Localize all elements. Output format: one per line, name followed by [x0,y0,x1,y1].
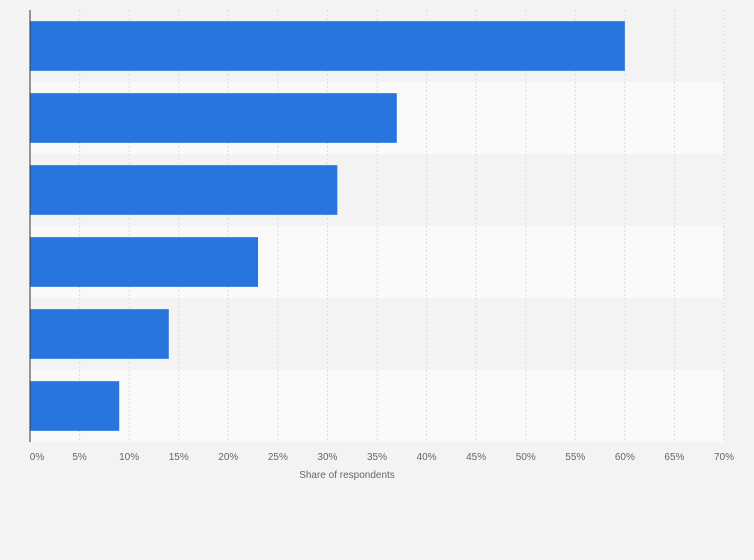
bar [30,381,120,431]
bar [30,309,169,359]
x-tick-labels: 0% 5% 10% 15% 20% 25% 30% 35% 40% 45% 50% 55% 60% 65%… [30,452,734,463]
x-tick-label: 30% [317,452,337,463]
bars [30,21,625,431]
bar [30,165,338,215]
x-tick-label: 55% [565,452,585,463]
x-tick-label: 10% [119,452,139,463]
x-tick-label: 45% [466,452,486,463]
x-tick-label: 50% [516,452,536,463]
x-tick-label: 15% [169,452,189,463]
x-tick-label: 25% [268,452,288,463]
x-tick-label: 20% [218,452,238,463]
x-tick-label: 40% [417,452,437,463]
gridlines [79,10,725,442]
x-tick-label: 70% [714,452,734,463]
x-tick-label: 35% [367,452,387,463]
x-axis-title: Share of respondents [299,470,395,481]
x-tick-label: 5% [72,452,87,463]
x-tick-label: 65% [664,452,684,463]
x-tick-label: 0% [30,452,45,463]
bar [30,21,625,71]
bar [30,93,397,143]
x-tick-label: 60% [615,452,635,463]
bar [30,237,259,287]
